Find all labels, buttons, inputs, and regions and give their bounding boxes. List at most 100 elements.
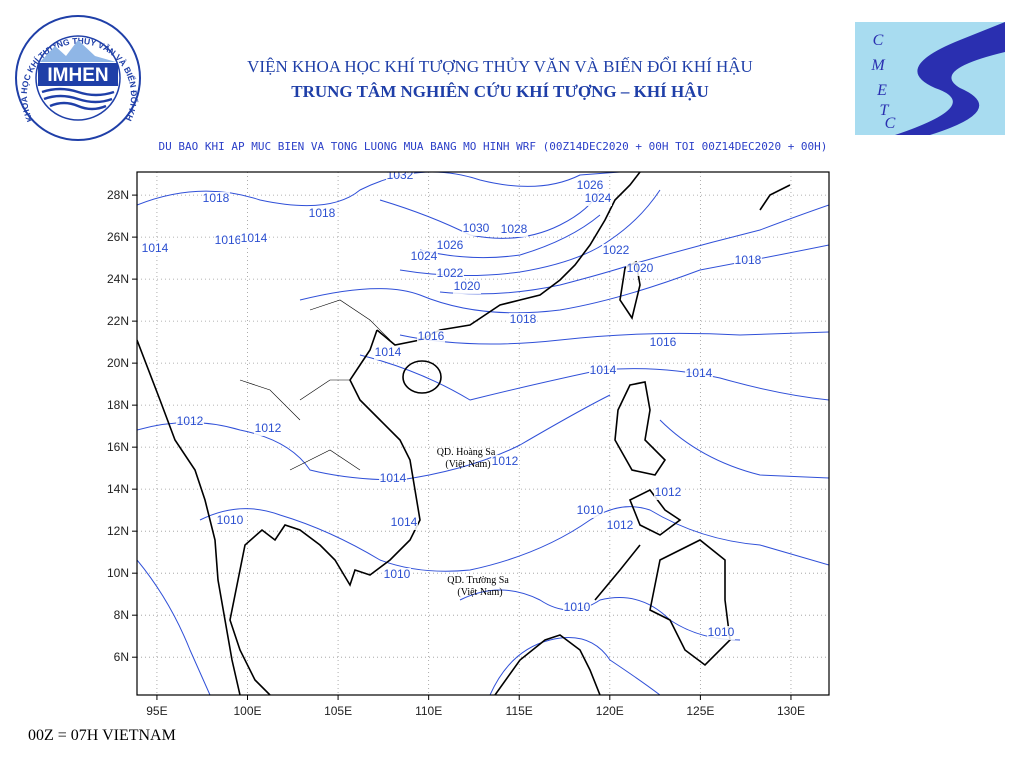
contour-label: 1024 [411, 249, 438, 263]
contour-label-bg [589, 364, 617, 378]
contour-label: 1020 [454, 279, 481, 293]
lat-tick-label: 26N [107, 230, 129, 244]
imhen-logo: VIỆN KHOA HỌC KHÍ TƯỢNG THỦY VĂN VÀ BIẾN… [0, 0, 141, 141]
contour-label: 1014 [142, 241, 169, 255]
lon-tick-label: 120E [596, 704, 624, 718]
contour-label-bg [626, 262, 654, 276]
contour-label-bg [216, 514, 244, 528]
contour-label-bg [453, 280, 481, 294]
contour-label-bg [202, 192, 230, 206]
contour-label: 1028 [501, 222, 528, 236]
contour-label-bg [584, 192, 612, 206]
contour-label-bg [386, 172, 414, 183]
contour-label-bg [214, 234, 242, 248]
contour-label: 1014 [391, 515, 418, 529]
lon-tick-label: 115E [506, 704, 533, 718]
contour-label-bg [734, 254, 762, 268]
contour-label-bg [254, 422, 282, 436]
lon-tick-label: 110E [415, 704, 442, 718]
contour-label: 1022 [603, 243, 630, 257]
lat-tick-label: 28N [107, 188, 129, 202]
contour-label: 1016 [418, 329, 445, 343]
contour-label: 1014 [590, 363, 617, 377]
contour-label: 1022 [437, 266, 464, 280]
contour-label: 1012 [492, 454, 519, 468]
contour-label-bg [500, 223, 528, 237]
contour-label-bg [576, 179, 604, 193]
place-label: QD. Trường Sa [447, 575, 509, 586]
contour-label: 1010 [384, 567, 411, 581]
contour-label: 1010 [217, 513, 244, 527]
contour-label-bg [576, 504, 604, 518]
contour-label: 1020 [627, 261, 654, 275]
contour-label: 1018 [309, 206, 336, 220]
contour-label: 1030 [463, 221, 490, 235]
map-subtitle: DU BAO KHI AP MUC BIEN VA TONG LUONG MUA… [159, 140, 828, 153]
contour-label: 1016 [215, 233, 242, 247]
logo-name: IMHEN [47, 65, 108, 86]
contour-label: 1012 [607, 518, 634, 532]
contour-label: 1014 [241, 231, 268, 245]
contour-label: 1024 [585, 191, 612, 205]
contour-label-bg [491, 455, 519, 469]
lat-tick-label: 16N [107, 440, 129, 454]
contour-label: 1018 [510, 312, 537, 326]
cmetc-letter: C [885, 115, 896, 132]
lat-tick-label: 24N [107, 272, 129, 286]
lon-tick-label: 130E [777, 704, 805, 718]
contour-label-bg [649, 336, 677, 350]
contour-label: 1026 [577, 178, 604, 192]
place-label: (Việt Nam) [457, 587, 502, 598]
lat-tick-label: 22N [107, 314, 129, 328]
contour-label-bg [240, 232, 268, 246]
contour-label-bg [141, 242, 169, 256]
cmetc-letter: E [876, 82, 887, 99]
lon-tick-label: 100E [233, 704, 261, 718]
contour-label: 1014 [380, 471, 407, 485]
contour-label: 1010 [577, 503, 604, 517]
contour-label-bg [654, 486, 682, 500]
contour-label-bg [176, 415, 204, 429]
contour-label-bg [602, 244, 630, 258]
contour-label: 1010 [708, 625, 735, 639]
contour-label-bg [308, 207, 336, 221]
contour-label-bg [379, 472, 407, 486]
contour-label: 1012 [655, 485, 682, 499]
lat-tick-label: 20N [107, 356, 129, 370]
place-label: (Việt Nam) [445, 459, 490, 470]
contour-label-bg [436, 267, 464, 281]
lat-tick-label: 6N [114, 650, 129, 664]
contour-label-bg [410, 250, 438, 264]
footer: 00Z = 07H VIETNAM [28, 727, 176, 744]
contour-label-bg [707, 626, 735, 640]
contour-label: 1014 [375, 345, 402, 359]
contour-label: 1032 [387, 168, 414, 182]
contour-label-bg [436, 239, 464, 253]
cmetc-letter: M [870, 57, 886, 74]
cmetc-letter: C [873, 32, 884, 49]
contour-label-bg [390, 516, 418, 530]
lat-tick-label: 12N [107, 524, 129, 538]
place-label: QD. Hoàng Sa [437, 447, 496, 458]
contour-label: 1018 [203, 191, 230, 205]
header-line1: VIỆN KHOA HỌC KHÍ TƯỢNG THỦY VĂN VÀ BIẾN… [247, 56, 753, 76]
contour-label-bg [383, 568, 411, 582]
contours [137, 172, 829, 695]
header-line2: TRUNG TÂM NGHIÊN CỨU KHÍ TƯỢNG – KHÍ HẬU [291, 82, 708, 101]
lon-tick-label: 105E [324, 704, 352, 718]
lat-tick-label: 8N [114, 608, 129, 622]
contour-label: 1010 [564, 600, 591, 614]
contour-label-bg [606, 519, 634, 533]
contour-label-bg [417, 330, 445, 344]
lon-tick-label: 95E [146, 704, 167, 718]
lon-tick-label: 125E [686, 704, 714, 718]
contour-label: 1016 [650, 335, 677, 349]
lat-tick-label: 18N [107, 398, 129, 412]
lat-tick-label: 14N [107, 482, 129, 496]
cmetc-letter: T [880, 102, 890, 119]
contour-label-bg [374, 346, 402, 360]
